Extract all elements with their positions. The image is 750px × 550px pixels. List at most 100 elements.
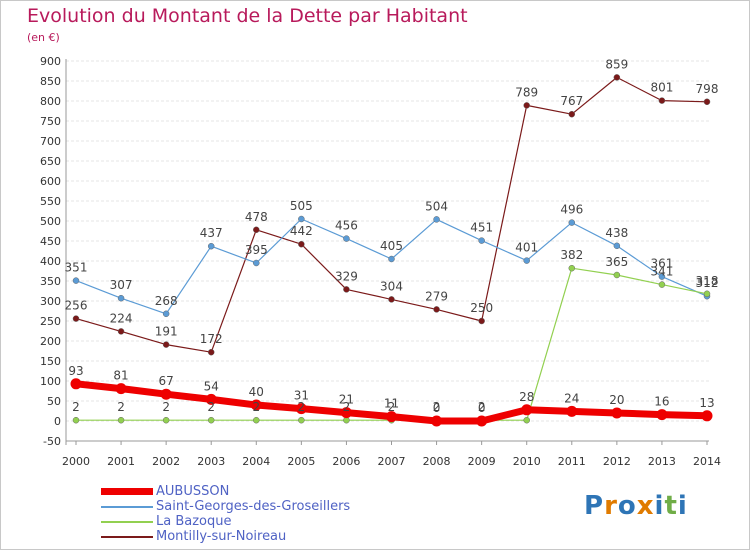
- data-label-1: 307: [110, 278, 133, 292]
- data-label-2: 341: [650, 265, 673, 279]
- y-tick-label: 150: [40, 355, 61, 368]
- series-point-2: [703, 290, 711, 298]
- series-point-1: [207, 242, 215, 250]
- data-label-2: 2: [298, 400, 306, 414]
- data-label-2: 2: [478, 400, 486, 414]
- series-point-3: [658, 97, 666, 104]
- legend-label-montilly: Montilly-sur-Noireau: [156, 529, 287, 544]
- series-point-2: [523, 416, 530, 424]
- data-label-2: 2: [72, 400, 80, 414]
- series-point-3: [433, 306, 440, 313]
- logo-letter: i: [654, 491, 665, 521]
- data-label-1: 504: [425, 199, 448, 213]
- series-point-2: [207, 416, 215, 424]
- data-label-1: 312: [696, 276, 719, 290]
- data-label-3: 256: [65, 299, 88, 313]
- x-tick-label: 2013: [648, 455, 676, 468]
- logo-letter: r: [604, 491, 618, 521]
- data-label-3: 767: [560, 94, 583, 108]
- series-point-0: [386, 411, 397, 423]
- series-point-3: [568, 110, 576, 118]
- y-tick-label: 600: [40, 175, 61, 188]
- series-point-0: [701, 410, 713, 422]
- x-tick-label: 2006: [332, 455, 360, 468]
- logo-letter: x: [636, 491, 655, 521]
- y-tick-label: 350: [40, 275, 61, 288]
- data-label-0: 21: [339, 393, 354, 407]
- series-point-3: [298, 240, 305, 248]
- data-label-2: 2: [162, 400, 170, 414]
- y-tick-label: 750: [40, 115, 61, 128]
- data-label-1: 361: [650, 257, 673, 271]
- series-point-3: [207, 348, 215, 356]
- data-label-3: 172: [200, 332, 223, 346]
- y-tick-label: 650: [40, 155, 61, 168]
- series-point-0: [160, 388, 172, 400]
- y-tick-label: 200: [40, 335, 61, 348]
- y-tick-label: 900: [40, 55, 61, 68]
- data-label-0: 31: [294, 389, 309, 403]
- series-point-0: [656, 409, 668, 421]
- data-label-2: 318: [696, 274, 719, 288]
- x-tick-label: 2010: [513, 455, 541, 468]
- series-point-0: [476, 415, 488, 427]
- series-point-3: [72, 315, 80, 322]
- x-tick-label: 2012: [603, 455, 631, 468]
- series-point-2: [568, 264, 576, 272]
- y-tick-label: 50: [47, 395, 61, 408]
- x-tick-label: 2002: [152, 455, 180, 468]
- data-label-1: 268: [155, 294, 178, 308]
- legend-label-saint-georges: Saint-Georges-des-Groseillers: [156, 499, 351, 514]
- proxiti-logo: Proxiti: [584, 491, 688, 521]
- data-label-2: 2: [433, 400, 441, 414]
- x-tick-label: 2003: [197, 455, 225, 468]
- data-label-0: 54: [204, 379, 219, 393]
- legend-swatch-saint-georges: [101, 506, 153, 508]
- series-point-1: [253, 259, 260, 267]
- x-tick-label: 2007: [378, 455, 406, 468]
- y-tick-label: -50: [43, 435, 61, 448]
- series-point-1: [298, 215, 305, 223]
- series-point-1: [568, 219, 576, 226]
- y-tick-label: 300: [40, 295, 61, 308]
- logo-letter: o: [617, 491, 637, 521]
- y-tick-label: 800: [40, 95, 61, 108]
- series-point-3: [117, 328, 125, 335]
- legend-swatch-montilly: [101, 536, 153, 538]
- series-point-0: [611, 407, 623, 419]
- series-point-2: [253, 416, 260, 424]
- data-label-0: 24: [564, 391, 579, 405]
- data-label-0: 67: [159, 374, 174, 388]
- logo-letter: i: [677, 491, 688, 521]
- data-label-2: 382: [560, 248, 583, 262]
- x-tick-label: 2005: [287, 455, 315, 468]
- data-label-3: 191: [155, 325, 178, 339]
- chart-subtitle: (en €): [27, 31, 60, 44]
- y-tick-label: 700: [40, 135, 61, 148]
- data-label-0: 81: [113, 369, 128, 383]
- series-point-1: [162, 310, 170, 318]
- y-tick-label: 450: [40, 235, 61, 248]
- data-label-0: 93: [68, 364, 83, 378]
- y-tick-label: 850: [40, 75, 61, 88]
- data-label-3: 478: [245, 210, 268, 224]
- x-tick-label: 2000: [62, 455, 90, 468]
- series-point-1: [658, 273, 666, 280]
- data-label-0: 13: [699, 396, 714, 410]
- data-label-1: 437: [200, 226, 223, 240]
- series-point-0: [115, 383, 127, 395]
- series-point-1: [523, 257, 530, 264]
- data-label-2: 2: [388, 400, 396, 414]
- x-tick-label: 2008: [423, 455, 451, 468]
- series-point-0: [521, 404, 533, 416]
- series-point-2: [117, 416, 125, 424]
- data-label-2: 2: [117, 400, 125, 414]
- series-point-0: [250, 399, 262, 411]
- series-point-3: [478, 317, 485, 325]
- series-point-1: [478, 237, 485, 244]
- data-label-2: 2: [343, 400, 351, 414]
- data-label-1: 395: [245, 243, 268, 257]
- x-tick-label: 2004: [242, 455, 270, 468]
